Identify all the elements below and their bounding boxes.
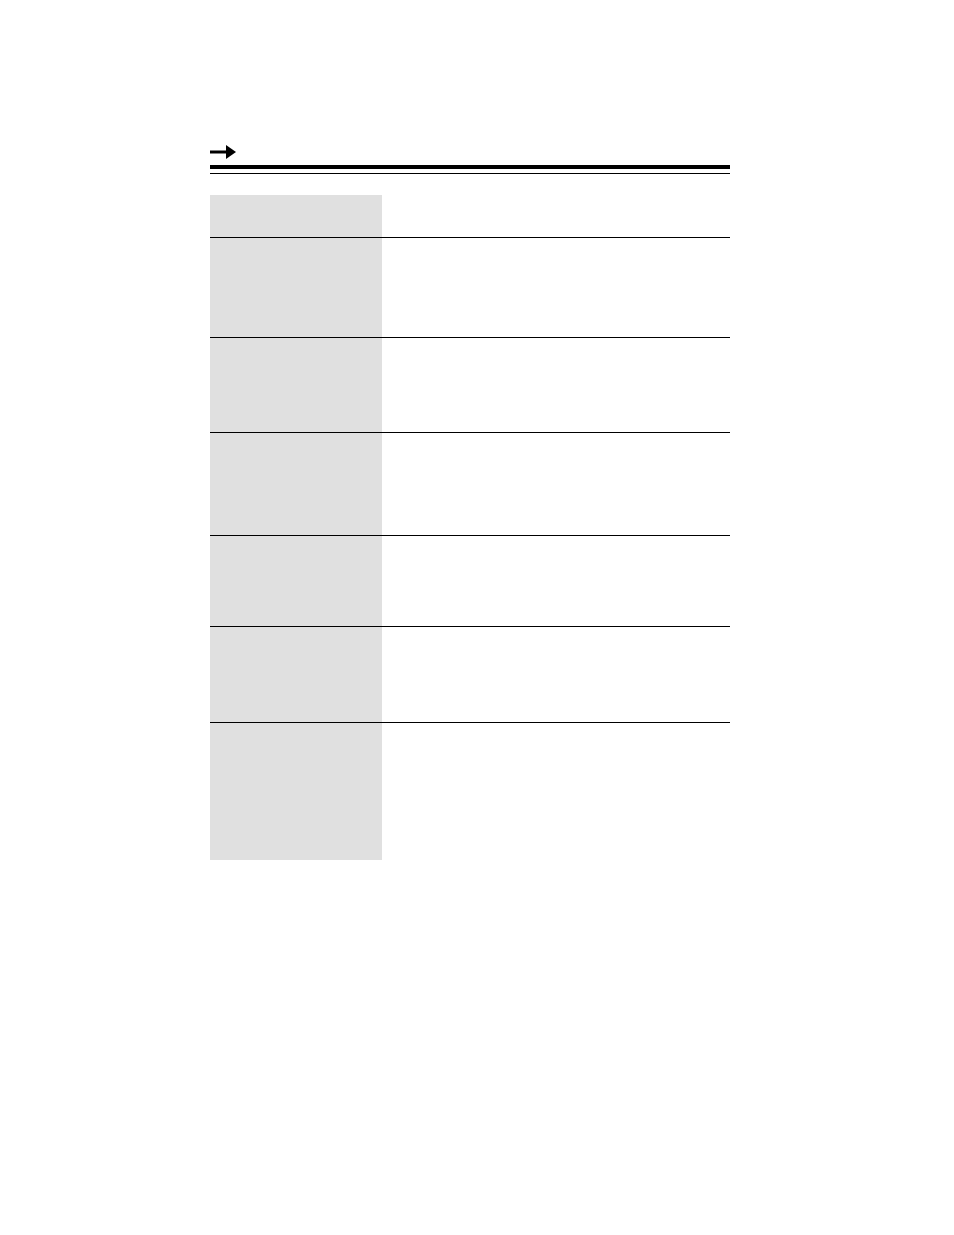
- row-separator: [210, 337, 730, 338]
- row-separator: [210, 432, 730, 433]
- arrow-icon: [210, 145, 236, 159]
- table-shaded-column: [210, 195, 382, 860]
- row-separator: [210, 535, 730, 536]
- row-separator: [210, 626, 730, 627]
- row-separator: [210, 722, 730, 723]
- header-thick-rule: [210, 165, 730, 169]
- header-thin-rule: [210, 173, 730, 174]
- row-separator: [210, 237, 730, 238]
- page: [0, 0, 954, 1235]
